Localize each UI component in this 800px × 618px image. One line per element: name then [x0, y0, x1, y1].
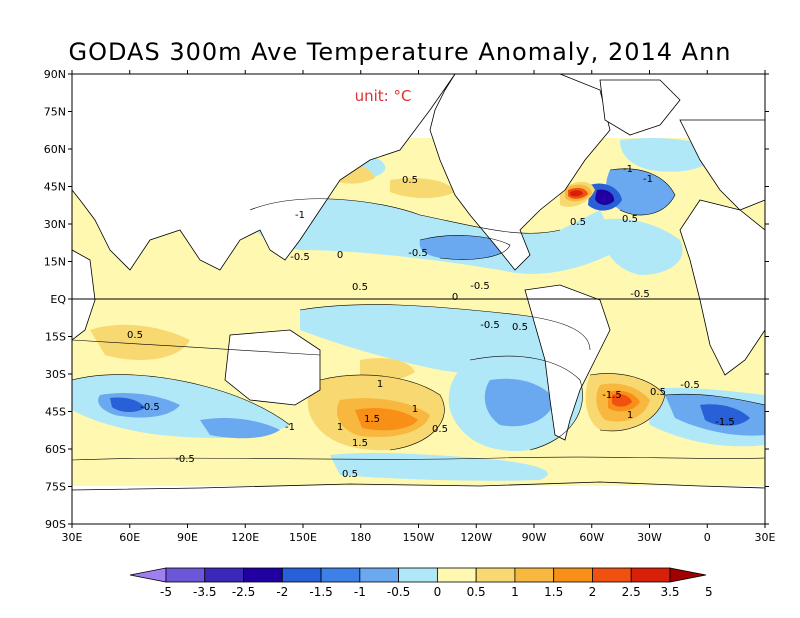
contour-label: -1.5: [715, 417, 735, 428]
lat-label: 45N: [44, 181, 66, 194]
contour-label: -1: [623, 164, 633, 175]
colorbar-label: -1: [354, 585, 366, 599]
lon-label: 120E: [231, 531, 259, 544]
lon-label: 60E: [119, 531, 140, 544]
contour-label: -0.5: [140, 402, 160, 413]
colorbar-swatch: [592, 567, 632, 583]
contour-label: -1: [285, 422, 295, 433]
lon-label: 30E: [62, 531, 83, 544]
contour-label: 1: [337, 422, 343, 433]
contour-label: -0.5: [680, 380, 700, 391]
colorbar-swatch: [165, 567, 206, 583]
contour-label: -0.5: [290, 252, 310, 263]
contour-label: 0.5: [432, 424, 448, 435]
lat-label: 75S: [45, 481, 66, 494]
lon-label: 180: [350, 531, 371, 544]
lat-label: 45S: [45, 406, 66, 419]
contour-label: 0.5: [650, 387, 666, 398]
lon-label: 30W: [637, 531, 662, 544]
colorbar-label: 1: [511, 585, 519, 599]
colorbar-swatch: [475, 567, 516, 583]
anomaly-field: 0.5 -0.5 0 -0.5 0.5 -1 -0.5 -0.5 0 -1 0.5 0.5 -0.5 0.…: [72, 74, 765, 524]
contour-label: -1.5: [602, 390, 622, 401]
lon-label: 60W: [579, 531, 604, 544]
contour-label: 0.5: [570, 217, 586, 228]
colorbar-label: -5: [160, 585, 172, 599]
map-title: GODAS 300m Ave Temperature Anomaly, 2014…: [68, 38, 732, 66]
contour-label: -0.5: [630, 289, 650, 300]
lon-label: 90W: [522, 531, 547, 544]
lat-label: 90S: [45, 518, 66, 531]
contour-label: 0.5: [127, 330, 143, 341]
lat-label: 15N: [44, 256, 66, 269]
lat-label: 30N: [44, 218, 66, 231]
contour-label: 1: [412, 404, 418, 415]
contour-label: -0.5: [408, 248, 428, 259]
colorbar-label: -1.5: [309, 585, 332, 599]
colorbar-arrow-low: [129, 567, 167, 583]
colorbar-swatch: [281, 567, 322, 583]
colorbar-swatch: [359, 567, 400, 583]
contour-label: 1.5: [352, 438, 368, 449]
colorbar-label: 5: [705, 585, 713, 599]
contour-label: -1: [295, 210, 305, 221]
colorbar-label: -3.5: [193, 585, 216, 599]
contour-label: 0.5: [622, 214, 638, 225]
lat-label: 60N: [44, 143, 66, 156]
colorbar-label: -0.5: [387, 585, 410, 599]
colorbar-swatch: [398, 567, 438, 583]
colorbar-label: 0.5: [467, 585, 486, 599]
colorbar-swatch: [553, 567, 593, 583]
colorbar-label: -2: [276, 585, 288, 599]
contour-label: 0.5: [352, 282, 368, 293]
contour-label: 0: [452, 292, 458, 303]
lat-label: 15S: [45, 331, 66, 344]
colorbar-swatch: [204, 567, 244, 583]
colorbar-label: 2.5: [622, 585, 641, 599]
colorbar-swatch: [514, 567, 555, 583]
colorbar-arrow-high: [669, 567, 707, 583]
lon-label: 150E: [289, 531, 317, 544]
lat-label: 30S: [45, 368, 66, 381]
contour-label: 0.5: [512, 322, 528, 333]
lon-label: 150W: [403, 531, 435, 544]
lon-label: 90E: [177, 531, 198, 544]
contour-label: 1: [377, 379, 383, 390]
colorbar-label: 1.5: [544, 585, 563, 599]
contour-label: 0.5: [402, 175, 418, 186]
colorbar-label: 0: [434, 585, 442, 599]
colorbar: -5 -3.5 -2.5 -2 -1.5 -1 -0.5 0 0.5 1 1.5 2 2.5 3.5 5: [129, 567, 713, 599]
colorbar-swatch: [320, 567, 361, 583]
contour-label: -0.5: [470, 281, 490, 292]
contour-label: 0.5: [342, 469, 358, 480]
colorbar-swatch: [243, 567, 283, 583]
lon-label: 0: [704, 531, 711, 544]
colorbar-label: 3.5: [660, 585, 679, 599]
contour-label: 0: [337, 250, 343, 261]
colorbar-label: -2.5: [232, 585, 255, 599]
lat-label: 90N: [44, 68, 66, 81]
colorbar-swatch: [630, 567, 671, 583]
lon-label: 30E: [755, 531, 776, 544]
lat-label: 60S: [45, 443, 66, 456]
contour-label: 1.5: [364, 414, 380, 425]
contour-label: 1: [627, 410, 633, 421]
contour-label: -0.5: [175, 454, 195, 465]
colorbar-label: 2: [589, 585, 597, 599]
lon-label: 120W: [460, 531, 492, 544]
lat-label: EQ: [50, 293, 66, 306]
colorbar-swatch: [436, 567, 477, 583]
contour-label: -1: [643, 174, 653, 185]
unit-label: unit: °C: [355, 87, 412, 105]
lat-label: 75N: [44, 106, 66, 119]
contour-label: -0.5: [480, 320, 500, 331]
